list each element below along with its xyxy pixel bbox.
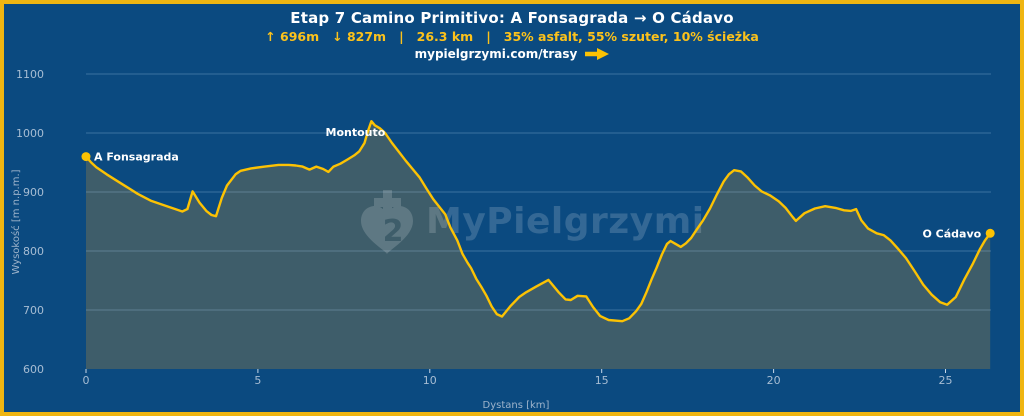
chart-line-layer [84, 120, 992, 323]
pilgrim-heart-cross-logo-icon [344, 179, 434, 269]
y-tick-label: 900 [23, 186, 44, 199]
site-url: mypielgrzymi.com/trasy [414, 47, 578, 61]
y-tick-label: 1000 [16, 127, 44, 140]
x-tick-label: 25 [939, 374, 953, 387]
stats-line: ↑ 696m ↓ 827m | 26.3 km | 35% asfalt, 55… [4, 28, 1020, 45]
y-axis-label: Wysokość [m n.p.m.] [10, 169, 22, 274]
waypoint-label: Montouto [326, 126, 386, 139]
chart-area-layer [86, 121, 991, 369]
surface-stat: 35% asfalt, 55% szuter, 10% ścieżka [503, 29, 759, 44]
chart-title: Etap 7 Camino Primitivo: A Fonsagrada → … [290, 9, 734, 27]
watermark: 2 MyPielgrzymi [344, 179, 705, 269]
separator: | [486, 29, 491, 44]
x-tick-label: 10 [423, 374, 437, 387]
header: Etap 7 Camino Primitivo: A Fonsagrada → … [4, 8, 1020, 62]
distance-stat: 26.3 km [416, 29, 474, 44]
waypoint-label: O Cádavo [922, 227, 981, 240]
descent-stat: ↓ 827m [332, 29, 387, 44]
x-tick-label: 5 [254, 374, 261, 387]
chart-grid-layer [86, 73, 991, 311]
watermark-text: MyPielgrzymi [426, 201, 705, 242]
elevation-line [84, 120, 992, 323]
chart-axis-layer: 600 700 800 900 1000 1100 0 5 10 15 20 25 Dystans [k… [10, 68, 953, 411]
arrow-right-icon [585, 48, 610, 60]
y-tick-label: 600 [23, 363, 44, 376]
y-tick-label: 700 [23, 304, 44, 317]
elevation-chart: 600 700 800 900 1000 1100 0 5 10 15 20 25 Dystans [k… [10, 68, 995, 411]
waypoint-marker [985, 228, 995, 238]
x-tick-label: 15 [595, 374, 609, 387]
separator: | [399, 29, 404, 44]
waypoint-marker [81, 152, 91, 162]
site-link-line: mypielgrzymi.com/trasy [4, 46, 1020, 62]
y-tick-label: 800 [23, 245, 44, 258]
waypoint-label: A Fonsagrada [94, 151, 179, 164]
chart-annotation-layer: A Fonsagrada Montouto O Cádavo [81, 126, 995, 240]
elevation-area [86, 121, 991, 369]
ascent-stat: ↑ 696m [265, 29, 320, 44]
y-tick-label: 1100 [16, 68, 44, 81]
x-tick-label: 0 [83, 374, 90, 387]
x-tick-label: 20 [767, 374, 781, 387]
x-axis-label: Dystans [km] [483, 400, 550, 411]
